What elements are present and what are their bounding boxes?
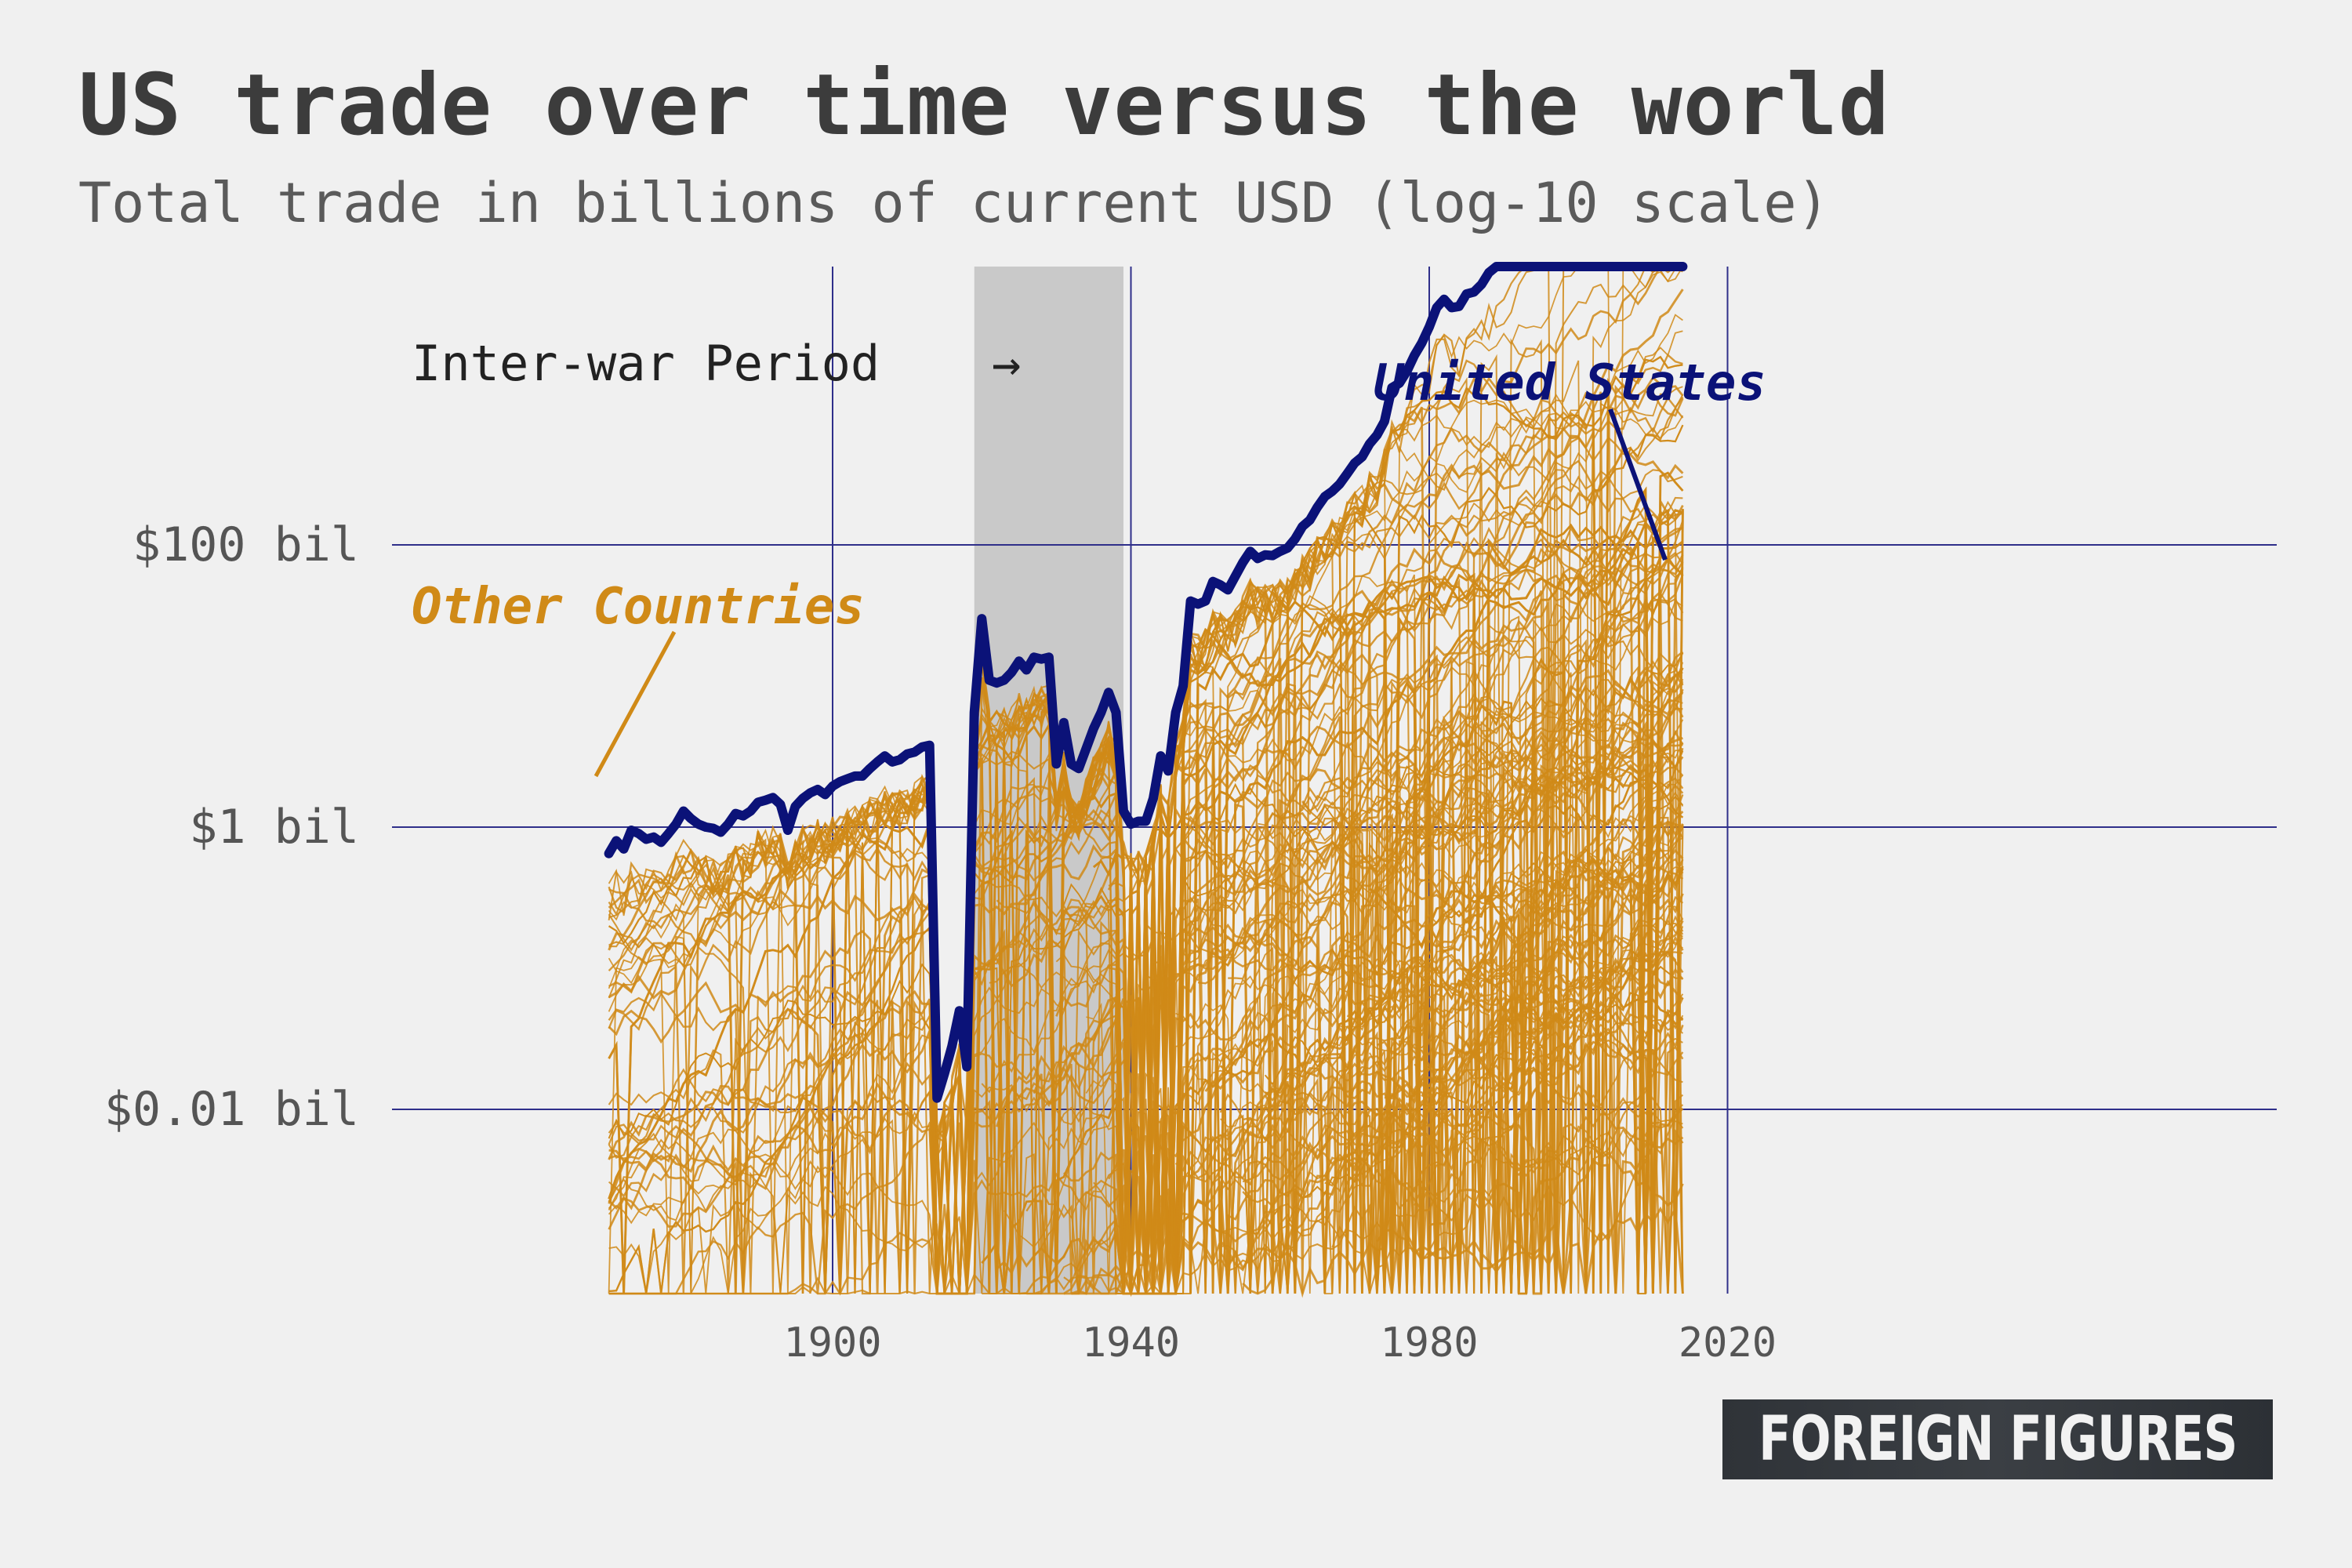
other-countries-pointer: [593, 630, 677, 778]
arrow-right-icon: →: [992, 335, 1021, 392]
other-country-line: [1242, 1031, 1684, 1294]
y-tick-label: $100 bil: [132, 517, 359, 572]
other-country-line: [981, 966, 1684, 1295]
other-country-line: [1085, 788, 1684, 1294]
other-country-line: [996, 920, 1684, 1295]
other-country-line: [1219, 1104, 1684, 1294]
us-label: United States: [1374, 354, 1766, 412]
x-tick-label: 1940: [1082, 1319, 1180, 1367]
other-country-line: [1055, 600, 1683, 1294]
other-country-line: [973, 471, 1684, 1295]
other-country-line: [1092, 535, 1684, 1295]
chart-title: US trade over time versus the world: [78, 56, 1890, 154]
other-countries-label: Other Countries: [412, 578, 865, 636]
chart-subtitle: Total trade in billions of current USD (…: [78, 171, 1830, 235]
y-axis-ticks: $0.01 bil $1 bil $100 bil: [104, 517, 359, 1137]
other-countries-lines: [608, 265, 1684, 1298]
foreign-figures-logo: FOREIGN FIGURES: [1722, 1399, 2273, 1479]
other-country-line: [1369, 527, 1683, 1294]
other-country-line: [1228, 766, 1684, 980]
x-tick-label: 1900: [783, 1319, 881, 1367]
other-country-line: [988, 496, 1683, 1295]
other-country-line: [989, 626, 1684, 1294]
other-country-line: [1265, 796, 1684, 1294]
x-axis-ticks: 1900 1940 1980 2020: [783, 1319, 1777, 1367]
other-country-line: [608, 827, 1684, 1294]
other-country-line: [608, 692, 1684, 1294]
x-tick-label: 2020: [1679, 1319, 1777, 1367]
other-country-line: [1219, 779, 1684, 1076]
inter-war-label: Inter-war Period: [412, 335, 880, 392]
logo-text: FOREIGN FIGURES: [1758, 1404, 2238, 1475]
y-tick-label: $0.01 bil: [104, 1082, 359, 1137]
other-country-line: [1264, 965, 1683, 1294]
other-country-line: [1257, 858, 1684, 1294]
x-tick-label: 1980: [1380, 1319, 1478, 1367]
other-country-line: [1108, 566, 1684, 1295]
other-country-line: [995, 810, 1684, 1295]
other-country-line: [1398, 555, 1684, 1295]
y-tick-label: $1 bil: [189, 800, 359, 855]
other-country-line: [1219, 951, 1684, 1294]
us-label-pointer: [1608, 408, 1668, 561]
us-series-line: [604, 262, 1688, 1103]
other-country-line: [608, 905, 1684, 1294]
